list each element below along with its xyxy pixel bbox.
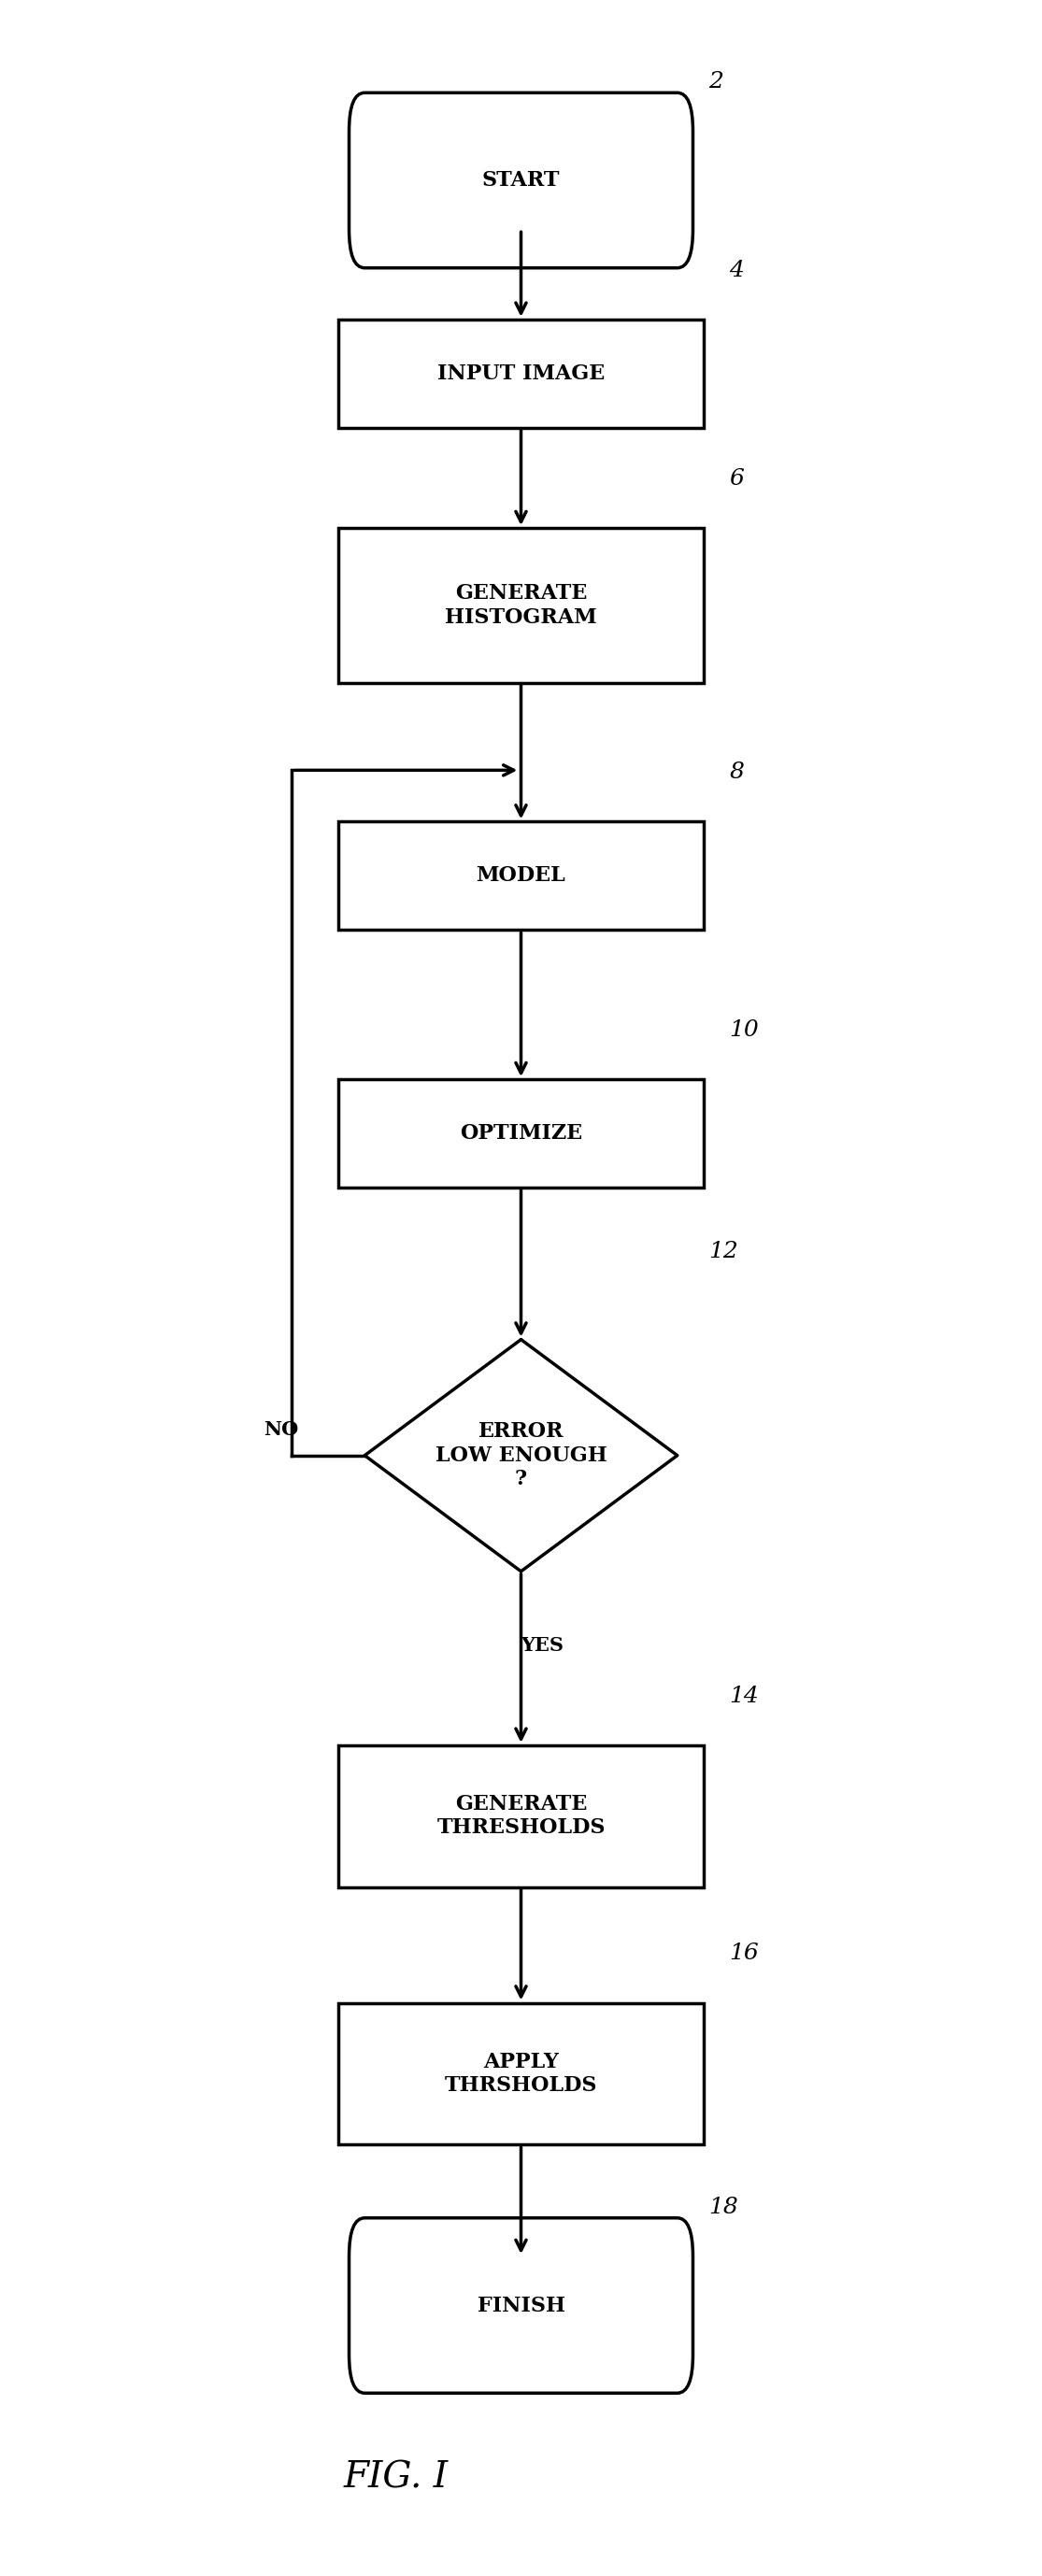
Text: FINISH: FINISH: [477, 2295, 565, 2316]
Text: 14: 14: [729, 1685, 759, 1705]
Bar: [339, 528, 703, 683]
Text: START: START: [482, 170, 560, 191]
Text: 16: 16: [729, 1942, 759, 1963]
Bar: [339, 2004, 703, 2143]
Text: 6: 6: [729, 469, 744, 489]
Text: NO: NO: [264, 1419, 299, 1440]
Bar: [339, 1747, 703, 1886]
Bar: [339, 1079, 703, 1188]
FancyBboxPatch shape: [349, 93, 693, 268]
Text: 12: 12: [709, 1242, 738, 1262]
Text: 10: 10: [729, 1020, 759, 1041]
Text: 8: 8: [729, 762, 744, 783]
Text: ERROR
LOW ENOUGH
?: ERROR LOW ENOUGH ?: [436, 1422, 606, 1489]
Text: MODEL: MODEL: [476, 866, 566, 886]
Text: YES: YES: [520, 1636, 564, 1654]
Text: 4: 4: [729, 260, 744, 281]
Text: GENERATE
THRESHOLDS: GENERATE THRESHOLDS: [437, 1793, 605, 1839]
Text: FIG. I: FIG. I: [344, 2460, 448, 2496]
Text: GENERATE
HISTOGRAM: GENERATE HISTOGRAM: [445, 582, 597, 629]
Bar: [339, 319, 703, 428]
FancyBboxPatch shape: [349, 2218, 693, 2393]
Text: APPLY
THRSHOLDS: APPLY THRSHOLDS: [445, 2050, 597, 2097]
Text: 18: 18: [709, 2197, 738, 2218]
Bar: [339, 822, 703, 930]
Text: 2: 2: [709, 72, 723, 93]
Text: OPTIMIZE: OPTIMIZE: [460, 1123, 582, 1144]
Text: INPUT IMAGE: INPUT IMAGE: [438, 363, 604, 384]
